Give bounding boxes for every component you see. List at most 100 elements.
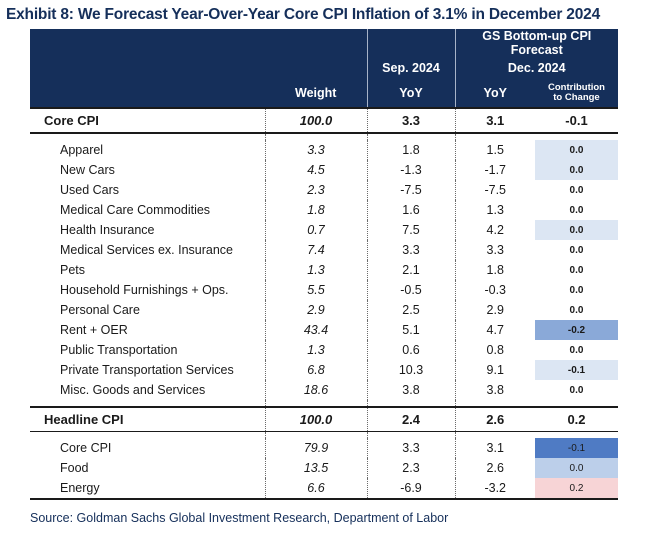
contribution-cell: 0.0 bbox=[535, 140, 618, 160]
weight-cell: 0.7 bbox=[264, 220, 367, 240]
table-row: New Cars 4.5 -1.3 -1.7 0.0 bbox=[30, 160, 618, 180]
sep-yoy-cell: 2.1 bbox=[366, 260, 455, 280]
sep-yoy-cell: 10.3 bbox=[366, 360, 455, 380]
weight-cell: 1.3 bbox=[264, 340, 367, 360]
weight-cell: 5.5 bbox=[264, 280, 367, 300]
sep-yoy-cell: 3.8 bbox=[366, 380, 455, 400]
sep-yoy-cell: -0.5 bbox=[366, 280, 455, 300]
dec-yoy-cell: 4.2 bbox=[454, 220, 535, 240]
dec-yoy-cell: 0.8 bbox=[454, 340, 535, 360]
weight-cell: 2.3 bbox=[264, 180, 367, 200]
contribution-cell: 0.0 bbox=[535, 458, 618, 478]
table-row: Used Cars 2.3 -7.5 -7.5 0.0 bbox=[30, 180, 618, 200]
sep-yoy-cell: -1.3 bbox=[366, 160, 455, 180]
row-label: Energy bbox=[30, 478, 265, 500]
dec-yoy-cell: 3.1 bbox=[454, 107, 535, 134]
row-label: Used Cars bbox=[60, 183, 120, 197]
dec-yoy-cell: 9.1 bbox=[454, 360, 535, 380]
dec-yoy-cell: 3.1 bbox=[454, 438, 535, 458]
sep-yoy-cell: 2.3 bbox=[366, 458, 455, 478]
dec-yoy-cell: -1.7 bbox=[454, 160, 535, 180]
dec-2024-header: Dec. 2024 bbox=[454, 57, 618, 79]
sep-yoy-cell: 7.5 bbox=[366, 220, 455, 240]
dec-yoy-cell: -7.5 bbox=[454, 180, 535, 200]
weight-cell: 4.5 bbox=[264, 160, 367, 180]
row-label: Rent + OER bbox=[60, 323, 128, 337]
sep-yoy-cell: 2.4 bbox=[366, 406, 455, 432]
dec-yoy-cell: 2.6 bbox=[454, 406, 535, 432]
core-cpi-summary-row: Core CPI 100.0 3.3 3.1 -0.1 bbox=[30, 107, 618, 134]
dec-yoy-cell: 3.3 bbox=[454, 240, 535, 260]
contribution-header-line2: to Change bbox=[553, 92, 600, 103]
weight-cell: 1.3 bbox=[264, 260, 367, 280]
contribution-cell: 0.0 bbox=[569, 264, 584, 276]
row-label: Private Transportation Services bbox=[60, 363, 234, 377]
table-row: Medical Care Commodities 1.8 1.6 1.3 0.0 bbox=[30, 200, 618, 220]
table-row: Private Transportation Services 6.8 10.3… bbox=[30, 360, 618, 380]
contribution-header: Contribution to Change bbox=[535, 79, 618, 108]
weight-cell: 79.9 bbox=[264, 438, 367, 458]
headline-cpi-section: Headline CPI 100.0 2.4 2.6 0.2 Core CPI … bbox=[30, 406, 618, 500]
sep-yoy-cell: 0.6 bbox=[366, 340, 455, 360]
yoy-sep-header: YoY bbox=[366, 79, 455, 108]
row-label: Public Transportation bbox=[60, 343, 178, 357]
row-label: Core CPI bbox=[30, 107, 265, 134]
cpi-forecast-table-container: GS Bottom-up CPI Forecast Sep. 2024 Dec.… bbox=[30, 29, 618, 500]
row-label: Pets bbox=[60, 263, 86, 277]
row-label: Apparel bbox=[60, 143, 104, 157]
dec-yoy-cell: -3.2 bbox=[454, 478, 535, 500]
contribution-cell: 0.2 bbox=[535, 406, 618, 432]
table-row: Public Transportation 1.3 0.6 0.8 0.0 bbox=[30, 340, 618, 360]
core-cpi-section: Core CPI 100.0 3.3 3.1 -0.1 Apparel 3.3 … bbox=[30, 107, 618, 407]
contribution-cell: -0.1 bbox=[535, 438, 618, 458]
dec-yoy-cell: 4.7 bbox=[454, 320, 535, 340]
row-label: New Cars bbox=[60, 163, 115, 177]
dec-yoy-cell: 1.3 bbox=[454, 200, 535, 220]
sep-yoy-cell: 1.8 bbox=[366, 140, 455, 160]
headline-cpi-summary-row: Headline CPI 100.0 2.4 2.6 0.2 bbox=[30, 406, 618, 432]
row-label: Medical Services ex. Insurance bbox=[60, 243, 233, 257]
row-label: Medical Care Commodities bbox=[60, 203, 211, 217]
row-label: Household Furnishings + Ops. bbox=[60, 283, 229, 297]
table-row: Pets 1.3 2.1 1.8 0.0 bbox=[30, 260, 618, 280]
contribution-cell: 0.0 bbox=[569, 384, 584, 396]
row-label: Misc. Goods and Services bbox=[60, 383, 206, 397]
sep-yoy-cell: -6.9 bbox=[366, 478, 455, 500]
row-label: Health Insurance bbox=[60, 223, 155, 237]
cpi-forecast-table: GS Bottom-up CPI Forecast Sep. 2024 Dec.… bbox=[30, 29, 618, 500]
source-note: Source: Goldman Sachs Global Investment … bbox=[30, 511, 449, 525]
table-row: Misc. Goods and Services 18.6 3.8 3.8 0.… bbox=[30, 380, 618, 400]
weight-cell: 13.5 bbox=[264, 458, 367, 478]
weight-cell: 100.0 bbox=[264, 107, 367, 134]
contribution-cell: 0.0 bbox=[569, 344, 584, 356]
sep-yoy-cell: 2.5 bbox=[366, 300, 455, 320]
contribution-cell: 0.0 bbox=[569, 244, 584, 256]
weight-cell: 6.6 bbox=[264, 478, 367, 500]
contribution-cell: 0.0 bbox=[535, 160, 618, 180]
sep-yoy-cell: -7.5 bbox=[366, 180, 455, 200]
contribution-cell: 0.0 bbox=[569, 204, 584, 216]
table-row: Health Insurance 0.7 7.5 4.2 0.0 bbox=[30, 220, 618, 240]
dec-yoy-cell: 2.6 bbox=[454, 458, 535, 478]
contribution-cell: 0.0 bbox=[569, 184, 584, 196]
dec-yoy-cell: 3.8 bbox=[454, 380, 535, 400]
table-row: Apparel 3.3 1.8 1.5 0.0 bbox=[30, 140, 618, 160]
contribution-cell: 0.2 bbox=[535, 478, 618, 500]
weight-cell: 7.4 bbox=[264, 240, 367, 260]
row-label: Food bbox=[60, 461, 89, 475]
dec-yoy-cell: 1.8 bbox=[454, 260, 535, 280]
sep-yoy-cell: 5.1 bbox=[366, 320, 455, 340]
dec-yoy-cell: -0.3 bbox=[454, 280, 535, 300]
table-row: Medical Services ex. Insurance 7.4 3.3 3… bbox=[30, 240, 618, 260]
weight-header: Weight bbox=[265, 79, 367, 108]
weight-cell: 18.6 bbox=[264, 380, 367, 400]
gs-forecast-header: GS Bottom-up CPI Forecast bbox=[454, 29, 618, 57]
dec-yoy-cell: 2.9 bbox=[454, 300, 535, 320]
table-row: Energy 6.6 -6.9 -3.2 0.2 bbox=[30, 478, 618, 500]
weight-cell: 6.8 bbox=[264, 360, 367, 380]
sep-yoy-cell: 3.3 bbox=[366, 107, 455, 134]
sep-yoy-cell: 3.3 bbox=[366, 240, 455, 260]
contribution-cell: -0.1 bbox=[535, 360, 618, 380]
row-label: Personal Care bbox=[60, 303, 140, 317]
sep-yoy-cell: 1.6 bbox=[366, 200, 455, 220]
